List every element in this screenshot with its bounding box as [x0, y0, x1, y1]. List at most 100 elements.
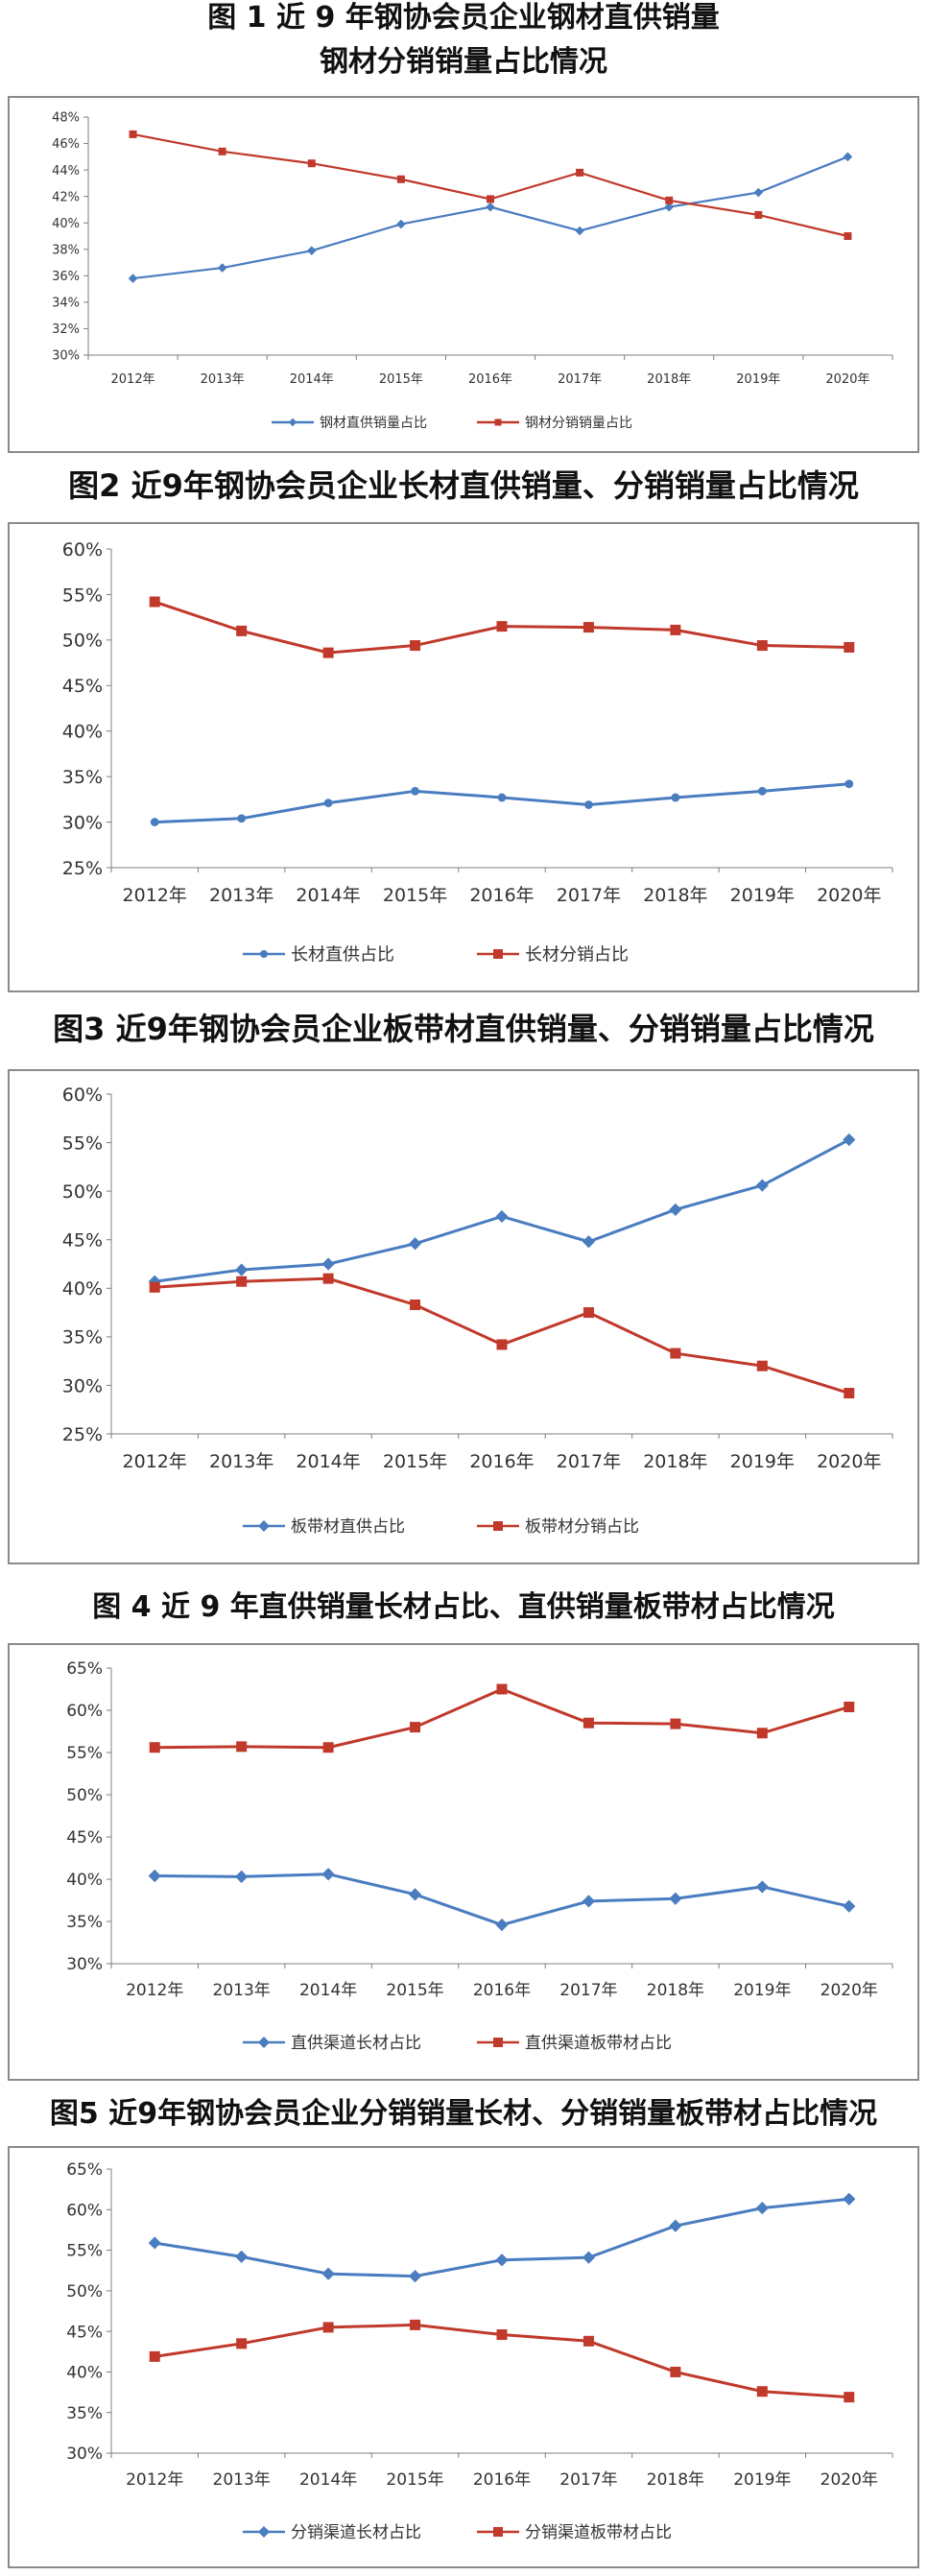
data-point: [756, 640, 768, 652]
chart-2-plot: 25% 30% 35% 40% 45% 50% 55% 60% 2012年 2013年 2014年 2…: [62, 539, 893, 965]
x-tick-label: 2014年: [299, 2470, 357, 2490]
data-point: [410, 1722, 421, 1733]
y-tick-label: 55%: [66, 2242, 103, 2261]
data-point: [321, 1868, 335, 1881]
y-tick-label: 60%: [62, 1085, 103, 1106]
x-tick-label: 2016年: [469, 885, 534, 906]
series-line: [132, 132, 848, 238]
x-tick-label: 2013年: [209, 1451, 273, 1472]
data-point: [669, 1892, 682, 1905]
chart-1-plot: 30% 32% 34% 36% 38% 40% 42% 44% 46% 48% 2012年 2013年…: [52, 111, 893, 431]
chart-3-plot: 25% 30% 35% 40% 45% 50% 55% 60% 2012年 2013年 2014年 2…: [62, 1085, 893, 1537]
data-point: [495, 1209, 509, 1224]
data-point: [756, 2386, 768, 2397]
data-point: [236, 1276, 248, 1287]
series-2: [149, 596, 855, 658]
data-point: [410, 2319, 421, 2330]
x-tick-label: 2019年: [730, 885, 795, 906]
y-tick-label: 65%: [66, 2160, 103, 2180]
data-point: [756, 1360, 768, 1371]
data-point: [753, 187, 764, 198]
x-tick-label: 2018年: [647, 372, 691, 387]
data-point: [408, 1888, 422, 1901]
data-point: [236, 2338, 248, 2349]
data-point: [844, 779, 854, 789]
x-tick-label: 2015年: [383, 1451, 447, 1472]
chart-3-panel: 25% 30% 35% 40% 45% 50% 55% 60% 2012年 2013年 2014年 2…: [8, 1069, 919, 1564]
x-tick-label: 2020年: [820, 2470, 878, 2490]
data-point: [322, 1742, 334, 1753]
y-tick-label: 45%: [66, 2323, 103, 2342]
y-tick-label: 25%: [62, 1424, 103, 1445]
chart-2-panel: 25% 30% 35% 40% 45% 50% 55% 60% 2012年 2013年 2014年 2…: [8, 522, 919, 992]
x-tick-label: 2020年: [817, 885, 881, 906]
legend: 板带材直供占比 板带材分销占比: [243, 1517, 639, 1537]
x-tick-label: 2019年: [733, 1981, 791, 2000]
x-tick-label: 2012年: [111, 372, 155, 387]
y-tick-label: 60%: [66, 1702, 103, 1721]
data-point: [235, 1263, 249, 1276]
data-point: [665, 196, 674, 204]
y-tick-label: 30%: [66, 1955, 103, 1974]
data-point: [496, 1683, 508, 1695]
legend-label: 长材直供占比: [291, 944, 394, 965]
data-point: [217, 263, 227, 273]
y-tick-label: 48%: [52, 111, 80, 126]
series-1: [148, 2192, 856, 2283]
data-point: [396, 219, 406, 229]
x-tick-label: 2015年: [383, 885, 447, 906]
series-line: [154, 782, 849, 824]
x-tick-label: 2013年: [201, 372, 245, 387]
x-tick-label: 2012年: [126, 2470, 183, 2490]
data-point: [218, 147, 226, 155]
x-tick-label: 2013年: [213, 2470, 271, 2490]
chart-5-title: 图5 近9年钢协会员企业分销销量长材、分销销量板带材占比情况: [49, 2097, 878, 2131]
data-point: [411, 786, 419, 796]
x-tick-label: 2015年: [379, 372, 423, 387]
legend: 长材直供占比 长材分销占比: [243, 944, 629, 965]
series-line: [154, 1687, 850, 1750]
legend-label: 分销渠道长材占比: [291, 2523, 421, 2542]
y-tick-label: 32%: [52, 322, 80, 337]
legend-marker: [493, 2038, 503, 2047]
y-tick-label: 55%: [66, 1744, 103, 1763]
data-point: [843, 152, 853, 162]
legend-label: 钢材直供销量占比: [320, 415, 427, 431]
chart-4-title: 图 4 近 9 年直供销量长材占比、直供销量板带材占比情况: [92, 1590, 835, 1624]
x-tick-label: 2017年: [558, 372, 602, 387]
data-point: [148, 1869, 161, 1883]
x-tick-label: 2016年: [469, 1451, 534, 1472]
x-tick-label: 2020年: [825, 372, 869, 387]
chart-1-title-line2: 钢材分销销量占比情况: [320, 45, 607, 79]
chart-5-plot: 30% 35% 40% 45% 50% 55% 60% 65% 2012年 2013年 2014年 2…: [66, 2160, 893, 2542]
data-point: [235, 1870, 249, 1883]
series-line: [154, 1872, 850, 1927]
data-point: [671, 793, 680, 802]
x-tick-label: 2012年: [126, 1981, 183, 2000]
chart-2-title: 图2 近9年钢协会员企业长材直供销量、分销销量占比情况: [68, 467, 859, 504]
y-tick-label: 36%: [52, 270, 80, 284]
data-point: [755, 1179, 769, 1192]
y-tick-label: 34%: [52, 297, 80, 311]
legend: 直供渠道长材占比 直供渠道板带材占比: [243, 2034, 672, 2053]
legend-marker: [258, 1520, 270, 1532]
data-point: [148, 2236, 161, 2250]
data-point: [487, 195, 494, 203]
x-tick-label: 2018年: [643, 1451, 707, 1472]
y-tick-label: 35%: [62, 767, 103, 788]
data-point: [754, 210, 763, 219]
data-point: [236, 1741, 248, 1753]
data-point: [669, 1203, 682, 1216]
data-point: [582, 1895, 596, 1908]
series-1: [148, 1868, 856, 1932]
y-tick-label: 45%: [62, 676, 103, 697]
x-tick-label: 2018年: [647, 2470, 704, 2490]
data-point: [322, 2322, 334, 2333]
y-tick-label: 50%: [66, 2282, 103, 2302]
x-tick-label: 2013年: [209, 885, 273, 906]
x-tick-label: 2020年: [817, 1451, 881, 1472]
x-tick-label: 2019年: [736, 372, 780, 387]
y-tick-label: 44%: [52, 164, 80, 179]
data-point: [843, 2192, 856, 2206]
x-tick-label: 2012年: [123, 885, 187, 906]
